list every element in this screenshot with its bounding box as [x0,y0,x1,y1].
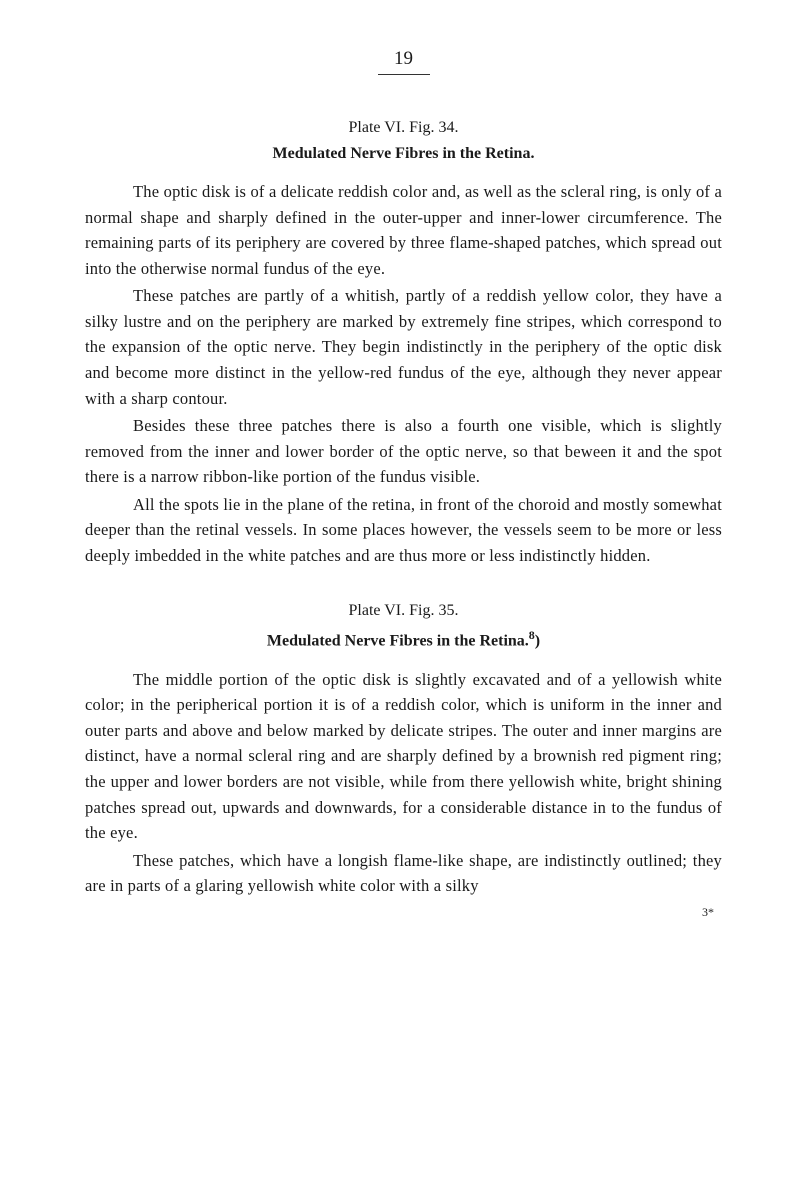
document-page: 19 Plate VI. Fig. 34. Medulated Nerve Fi… [0,0,800,960]
plate-label-1: Plate VI. Fig. 34. [85,119,722,137]
paragraph: These patches, which have a longish flam… [85,848,722,899]
paragraph: The optic disk is of a delicate reddish … [85,179,722,281]
paragraph: Besides these three patches there is als… [85,413,722,490]
section-gap [85,570,722,602]
signature-mark: 3* [85,905,722,920]
title-prefix: Medulated Nerve Fibres in the Retina. [267,633,529,650]
section-title-1: Medulated Nerve Fibres in the Retina. [85,145,722,163]
section-title-2: Medulated Nerve Fibres in the Retina.8) [85,628,722,650]
paragraph: These patches are partly of a whitish, p… [85,283,722,411]
paragraph: All the spots lie in the plane of the re… [85,492,722,569]
page-number-underline [378,74,430,75]
title-suffix: ) [535,633,540,650]
page-number: 19 [85,48,722,70]
plate-label-2: Plate VI. Fig. 35. [85,602,722,620]
paragraph: The middle portion of the optic disk is … [85,667,722,846]
